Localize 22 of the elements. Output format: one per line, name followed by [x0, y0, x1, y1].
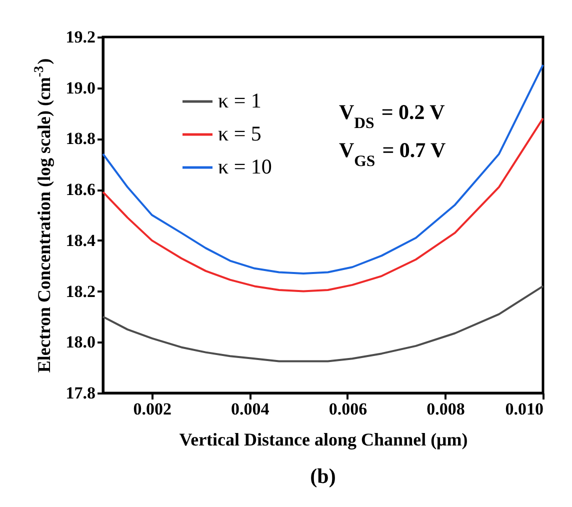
y-tick-label: 18.0: [66, 332, 96, 352]
x-tick-label: 0.010: [505, 400, 544, 418]
annotation: V$_{DS}$ = 0.2 V: [339, 100, 445, 132]
y-tick-label: 19.2: [66, 28, 96, 46]
x-axis-title: Vertical Distance along Channel (μm): [179, 430, 468, 450]
x-tick-label: 0.002: [133, 400, 172, 418]
y-tick-label: 18.6: [66, 180, 96, 200]
text: (b): [310, 464, 336, 488]
y-tick-label: 18.2: [66, 282, 96, 301]
x-tick-label: 0.006: [328, 400, 368, 418]
annotation: V$_{GS}$ = 0.7 V: [339, 138, 446, 170]
line-series: [102, 285, 544, 362]
legend-label: κ = 10: [218, 154, 272, 178]
y-tick-label: 18.8: [66, 129, 96, 148]
x-tick-label: 0.008: [426, 400, 465, 418]
x-tick-label: 0.004: [231, 400, 270, 418]
y-tick-label: 19.0: [66, 78, 96, 98]
y-tick-label: 17.8: [66, 384, 96, 402]
line-series: [102, 64, 544, 274]
legend-label: κ = 5: [218, 122, 262, 146]
y-tick-label: 18.4: [66, 230, 96, 250]
legend-label: κ = 1: [218, 88, 262, 112]
